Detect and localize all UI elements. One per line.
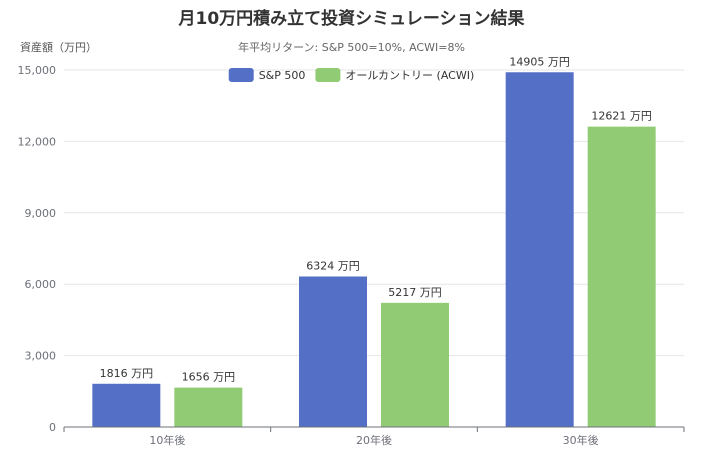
- y-tick-label: 15,000: [18, 64, 57, 77]
- bar-value-label: 1816 万円: [100, 367, 154, 380]
- y-axis-ticks: 0 3,000 6,000 9,000 12,000 15,000: [18, 64, 57, 434]
- x-tick-label: 10年後: [149, 433, 185, 447]
- bar[interactable]: [299, 276, 367, 427]
- x-axis: 10年後 20年後 30年後: [63, 426, 685, 447]
- bar-value-label: 6324 万円: [306, 259, 360, 272]
- y-tick-label: 9,000: [25, 207, 57, 220]
- y-tick-label: 0: [49, 421, 56, 434]
- bar[interactable]: [92, 383, 161, 427]
- bar-value-label: 5217 万円: [388, 286, 442, 299]
- chart-subtitle: 年平均リターン: S&P 500=10%, ACWI=8%: [238, 40, 465, 54]
- legend-label: オールカントリー (ACWI): [345, 69, 474, 82]
- y-tick-label: 3,000: [25, 350, 57, 363]
- legend-swatch: [228, 68, 254, 82]
- x-tick-label: 20年後: [356, 433, 392, 447]
- bar[interactable]: [587, 126, 656, 427]
- bar[interactable]: [174, 387, 243, 427]
- bar-series: [92, 72, 656, 428]
- legend-label: S&P 500: [259, 69, 306, 82]
- y-axis-label: 資産額（万円）: [20, 41, 97, 54]
- legend-item[interactable]: オールカントリー (ACWI): [315, 68, 474, 82]
- y-tick-label: 6,000: [25, 278, 57, 291]
- bar-value-label: 14905 万円: [509, 55, 570, 68]
- legend-swatch: [315, 68, 341, 82]
- bar[interactable]: [505, 72, 574, 428]
- bar-value-label: 1656 万円: [182, 371, 236, 384]
- bar[interactable]: [381, 302, 449, 427]
- chart-title: 月10万円積み立て投資シミュレーション結果: [178, 8, 525, 29]
- legend[interactable]: S&P 500 オールカントリー (ACWI): [228, 68, 475, 82]
- data-labels: 1816 万円 1656 万円 6324 万円 5217 万円 14905 万円 1262…: [100, 55, 652, 383]
- legend-item[interactable]: S&P 500: [228, 68, 306, 82]
- x-tick-label: 30年後: [563, 433, 599, 447]
- bar-value-label: 12621 万円: [591, 110, 652, 123]
- y-tick-label: 12,000: [18, 135, 57, 148]
